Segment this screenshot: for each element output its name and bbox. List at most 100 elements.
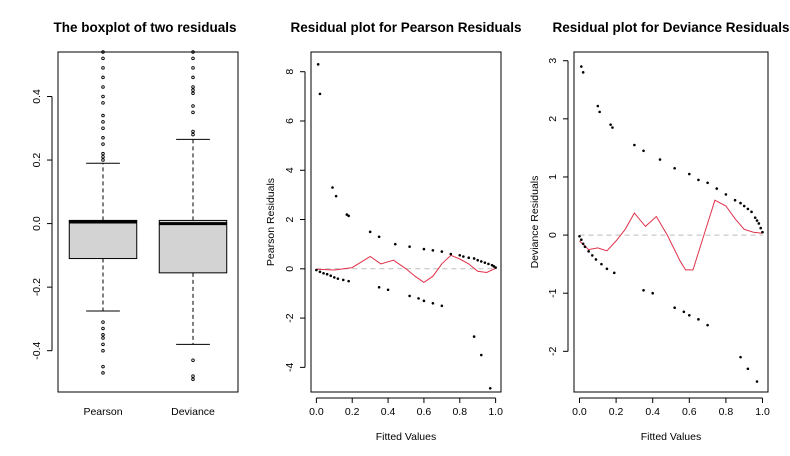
deviance-ylabel: Deviance Residuals (529, 176, 541, 269)
data-point (580, 65, 583, 68)
panel1-y-tick-label: 4 (284, 167, 296, 173)
data-point (596, 104, 600, 108)
data-point (755, 219, 759, 222)
outlier-point (101, 326, 105, 331)
data-point (739, 355, 742, 359)
data-point (431, 302, 435, 305)
data-point (580, 238, 583, 242)
outlier-point (101, 120, 105, 124)
pearson-marks (315, 63, 497, 390)
outlier-point (101, 101, 105, 105)
boxplot-axes: Pearson Deviance -0.4 -0.2 0.0 0.2 0.4 (31, 89, 215, 418)
panel1-y-tick-label: -2 (284, 313, 296, 322)
panel2-x-tick-label: 0.4 (645, 406, 660, 418)
panel1-y-tick-label: -4 (284, 363, 296, 372)
data-point (600, 262, 603, 266)
data-point (642, 149, 645, 153)
data-point (417, 297, 420, 300)
data-point (472, 257, 476, 260)
data-point (422, 247, 426, 251)
data-point (658, 158, 662, 161)
outlier-point (101, 364, 105, 369)
panel2-y-tick-label: -2 (547, 346, 559, 355)
data-point (706, 181, 709, 185)
panel1-x-tick-label: 0.2 (345, 406, 360, 418)
panel2-x-tick-label: 0.0 (572, 406, 587, 418)
outlier-point (191, 75, 195, 80)
boxplot-panel: The boxplot of two residuals Pearson Devi… (31, 20, 239, 418)
data-point (688, 313, 691, 317)
pearson-frame (310, 51, 502, 393)
panel1-y-tick-label: 8 (284, 69, 296, 75)
data-point (476, 258, 479, 262)
outlier-point (191, 56, 195, 61)
category-label: Deviance (171, 406, 215, 418)
boxplot-title: The boxplot of two residuals (53, 20, 236, 35)
boxplot-y-tick-label: 0.2 (31, 153, 43, 168)
data-point (581, 71, 585, 74)
data-point (347, 214, 350, 218)
outlier-point (101, 56, 105, 61)
data-point (467, 256, 471, 260)
panel1-y-tick-label: 2 (284, 216, 296, 222)
data-point (733, 198, 737, 202)
data-point (315, 268, 318, 272)
box-deviance (158, 219, 228, 274)
data-point (479, 260, 483, 263)
category-label: Pearson (83, 406, 122, 418)
data-point (598, 110, 601, 114)
data-point (322, 271, 325, 275)
data-point (408, 294, 411, 298)
data-point (483, 261, 487, 264)
data-point (494, 266, 497, 269)
data-point (318, 270, 322, 274)
panel1-x-tick-label: 0.0 (309, 406, 324, 418)
outlier-point (101, 66, 105, 70)
data-point (697, 318, 700, 321)
data-point (724, 193, 728, 196)
data-point (431, 249, 435, 252)
data-point (316, 63, 320, 66)
outlier-point (101, 155, 105, 159)
data-point (347, 279, 350, 283)
panel1-x-tick-label: 0.4 (381, 406, 396, 418)
outlier-point (101, 142, 105, 146)
boxplot-y-tick-label: -0.2 (31, 278, 43, 296)
panel2-x-tick-label: 0.6 (682, 406, 697, 418)
data-point (594, 258, 598, 261)
outlier-point (191, 110, 195, 115)
pearson-xlabel: Fitted Values (376, 431, 437, 443)
pearson-title: Residual plot for Pearson Residuals (290, 20, 521, 35)
data-point (440, 304, 444, 308)
panel2-x-tick-label: 0.2 (609, 406, 624, 418)
panel2-y-tick-label: 3 (547, 58, 559, 64)
data-point (583, 245, 587, 249)
data-point (706, 323, 709, 327)
outlier-point (191, 129, 195, 134)
data-point (581, 242, 585, 246)
data-point (609, 123, 612, 126)
panel1-x-tick-label: 0.8 (452, 406, 467, 418)
data-point (746, 367, 750, 371)
deviance-panel: Residual plot for Deviance Residuals Fit… (529, 20, 790, 443)
outlier-point (191, 377, 195, 382)
data-point (318, 92, 322, 96)
data-point (682, 310, 686, 314)
outlier-point (101, 333, 105, 337)
outlier-point (191, 104, 195, 108)
deviance-frame (573, 51, 769, 393)
data-point (746, 207, 750, 211)
deviance-xlabel: Fitted Values (641, 431, 702, 443)
outlier-point (191, 132, 195, 137)
data-point (329, 274, 333, 278)
smooth-line (579, 199, 763, 271)
outlier-point (101, 348, 105, 353)
deviance-title: Residual plot for Deviance Residuals (552, 20, 789, 35)
panel2-y-tick-label: 2 (547, 116, 559, 122)
data-point (377, 285, 381, 289)
data-point (753, 216, 757, 219)
data-point (757, 222, 761, 225)
boxplot-y-tick-label: -0.4 (31, 341, 43, 359)
pearson-axes: 0.0 0.2 0.4 0.6 0.8 1.0 -4 -2 0 2 4 6 8 (284, 69, 503, 418)
